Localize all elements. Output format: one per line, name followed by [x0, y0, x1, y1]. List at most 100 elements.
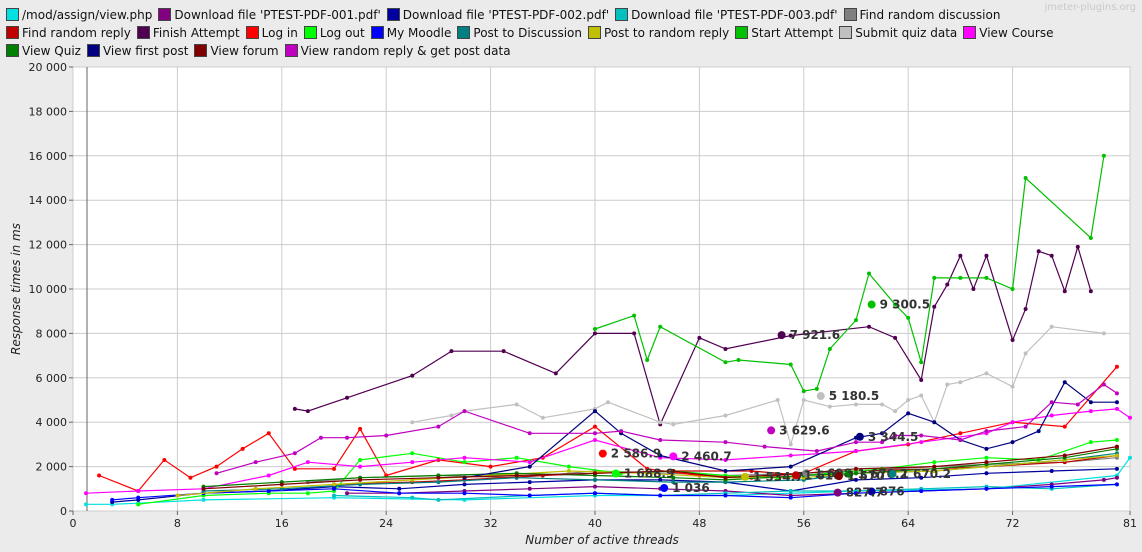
annotation-marker: [611, 469, 620, 478]
annotation-2: 5 180.5: [816, 389, 879, 403]
data-point: [292, 466, 297, 471]
data-point: [514, 473, 519, 478]
legend-item: Post to random reply: [588, 24, 729, 42]
data-point: [1023, 351, 1028, 356]
data-point: [1062, 289, 1067, 294]
data-point: [867, 324, 872, 329]
data-point: [984, 275, 989, 280]
annotation-label: 3 629.6: [779, 423, 829, 437]
data-point: [984, 460, 989, 465]
data-point: [658, 453, 663, 458]
data-point: [1049, 253, 1054, 258]
data-point: [853, 402, 858, 407]
legend-swatch: [194, 44, 208, 57]
data-point: [436, 497, 441, 502]
data-point: [1010, 440, 1015, 445]
data-point: [188, 475, 193, 480]
legend-item: My Moodle: [370, 24, 451, 42]
data-point: [919, 393, 924, 398]
legend-label: Find random discussion: [859, 8, 1001, 22]
legend-item: Finish Attempt: [136, 24, 240, 42]
data-point: [410, 495, 415, 500]
data-point: [436, 475, 441, 480]
legend-label: View first post: [102, 44, 189, 58]
legend-item: Download file 'PTEST-PDF-002.pdf': [386, 6, 609, 24]
annotation-label: 1 036: [672, 481, 710, 495]
data-point: [1036, 429, 1041, 434]
annotation-label: 5 180.5: [829, 389, 879, 403]
data-point: [553, 371, 558, 376]
legend-item: Submit quiz data: [839, 24, 957, 42]
data-point: [1114, 475, 1119, 480]
legend-swatch: [735, 26, 749, 39]
data-point: [932, 420, 937, 425]
series-18: [214, 382, 1119, 476]
series-17: [201, 444, 1119, 491]
legend-swatch: [158, 8, 172, 21]
series-9: [110, 482, 1119, 502]
data-point: [397, 486, 402, 491]
series-layer: [84, 153, 1132, 507]
data-point: [788, 442, 793, 447]
annotation-marker: [855, 432, 864, 441]
data-point: [671, 480, 676, 485]
data-point: [592, 424, 597, 429]
data-point: [671, 469, 676, 474]
data-point: [893, 409, 898, 414]
series-line: [594, 155, 1105, 392]
data-point: [984, 486, 989, 491]
data-point: [1010, 420, 1015, 425]
data-point: [253, 460, 258, 465]
data-point: [1062, 380, 1067, 385]
chart-legend: /mod/assign/view.php Download file 'PTEST…: [6, 6, 1106, 60]
y-tick-label: 10 000: [29, 283, 68, 296]
series-12: [592, 153, 1106, 394]
y-tick-label: 4 000: [36, 416, 68, 429]
data-point: [632, 313, 637, 318]
data-point: [136, 495, 141, 500]
annotation-13: 1 670.2: [888, 467, 951, 481]
y-tick-label: 20 000: [29, 61, 68, 74]
data-point: [788, 489, 793, 494]
data-point: [462, 460, 467, 465]
data-point: [410, 420, 415, 425]
x-tick-label: 72: [1006, 517, 1020, 530]
legend-swatch: [457, 26, 471, 39]
data-point: [788, 464, 793, 469]
series-13: [410, 324, 1106, 447]
annotation-15: 876: [867, 485, 905, 499]
data-point: [410, 373, 415, 378]
legend-swatch: [588, 26, 601, 39]
data-point: [214, 464, 219, 469]
annotation-marker: [669, 452, 678, 461]
legend-swatch: [843, 8, 857, 21]
data-point: [723, 346, 728, 351]
data-point: [853, 491, 858, 496]
data-point: [436, 480, 441, 485]
x-tick-label: 81: [1123, 517, 1137, 530]
annotation-marker: [816, 391, 825, 400]
data-point: [449, 413, 454, 418]
x-tick-label: 48: [692, 517, 706, 530]
data-point: [906, 315, 911, 320]
data-point: [723, 475, 728, 480]
data-point: [958, 380, 963, 385]
y-tick-label: 14 000: [29, 194, 68, 207]
data-point: [853, 318, 858, 323]
legend-label: Log in: [261, 26, 298, 40]
data-point: [1049, 400, 1054, 405]
data-point: [592, 484, 597, 489]
data-point: [984, 371, 989, 376]
annotation-marker: [791, 471, 800, 480]
y-axis-label: Response times in ms: [9, 223, 23, 355]
data-point: [1049, 413, 1054, 418]
data-point: [1101, 382, 1106, 387]
legend-swatch: [284, 44, 298, 57]
data-point: [814, 386, 819, 391]
annotation-11: 1 610: [791, 468, 842, 482]
data-point: [592, 477, 597, 482]
data-point: [527, 460, 532, 465]
data-point: [658, 477, 663, 482]
series-line: [203, 446, 1118, 490]
